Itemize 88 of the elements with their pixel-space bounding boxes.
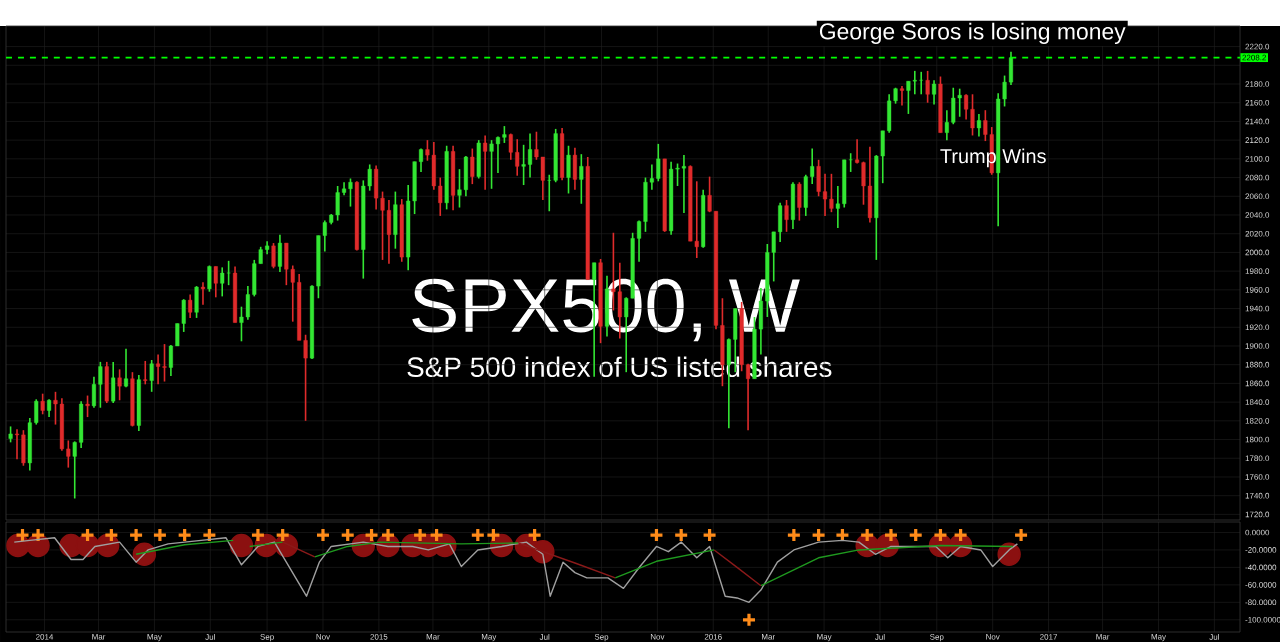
candlestick bbox=[21, 429, 26, 467]
point bbox=[953, 527, 969, 543]
point bbox=[648, 527, 665, 543]
candlestick bbox=[899, 85, 905, 107]
point bbox=[527, 527, 543, 543]
candlestick bbox=[149, 359, 154, 393]
candlestick bbox=[932, 79, 937, 106]
point bbox=[470, 527, 486, 543]
point bbox=[315, 527, 331, 543]
candlestick bbox=[194, 285, 199, 319]
candlestick bbox=[220, 266, 225, 298]
point bbox=[932, 527, 949, 543]
point bbox=[701, 527, 718, 543]
point bbox=[428, 527, 445, 543]
candlestick bbox=[143, 360, 148, 386]
candlestick bbox=[681, 154, 686, 214]
candlestick bbox=[919, 71, 924, 96]
candlestick bbox=[162, 343, 167, 383]
candlestick bbox=[59, 397, 64, 452]
candlestick bbox=[130, 371, 135, 428]
point bbox=[103, 527, 119, 543]
candlestick bbox=[117, 368, 122, 402]
candlestick bbox=[271, 242, 276, 270]
candlestick bbox=[386, 199, 391, 265]
candlestick bbox=[98, 361, 103, 409]
candlestick bbox=[207, 264, 212, 293]
point bbox=[786, 527, 802, 543]
candlestick bbox=[213, 265, 218, 299]
point bbox=[30, 527, 46, 543]
candlestick bbox=[912, 70, 917, 96]
candlestick bbox=[111, 361, 116, 404]
point bbox=[152, 527, 168, 543]
point bbox=[79, 527, 96, 543]
candlestick bbox=[925, 70, 930, 104]
point bbox=[380, 527, 396, 543]
candlestick bbox=[867, 145, 872, 224]
candlestick bbox=[335, 185, 340, 222]
point bbox=[340, 527, 356, 543]
point bbox=[1013, 527, 1029, 543]
point bbox=[741, 612, 757, 628]
candlestick bbox=[136, 374, 141, 432]
candlestick bbox=[560, 127, 565, 182]
point bbox=[128, 527, 144, 543]
candlestick bbox=[40, 392, 45, 416]
candlestick bbox=[797, 181, 802, 222]
point bbox=[201, 527, 217, 543]
candlestick bbox=[822, 173, 828, 217]
candlestick bbox=[579, 153, 584, 205]
candlestick bbox=[572, 146, 577, 191]
candlestick bbox=[226, 260, 231, 286]
point bbox=[412, 527, 428, 543]
candlestick bbox=[790, 181, 795, 230]
point bbox=[14, 527, 31, 543]
candlestick bbox=[528, 132, 533, 179]
candlestick bbox=[970, 93, 975, 137]
candlestick bbox=[104, 361, 109, 404]
candlestick bbox=[123, 347, 129, 388]
candlestick bbox=[489, 139, 494, 190]
point bbox=[229, 533, 254, 558]
candlestick bbox=[470, 147, 475, 185]
point bbox=[363, 527, 380, 543]
point bbox=[859, 527, 875, 543]
candlestick bbox=[85, 394, 90, 418]
annotation: George Soros is losing money bbox=[819, 22, 1126, 45]
point bbox=[275, 527, 291, 543]
candlestick bbox=[451, 144, 456, 212]
candlestick bbox=[957, 87, 962, 118]
point bbox=[250, 527, 266, 543]
point bbox=[908, 527, 924, 543]
candlestick bbox=[976, 113, 981, 138]
candlestick bbox=[277, 233, 282, 273]
candlestick bbox=[515, 138, 520, 177]
candlestick bbox=[656, 143, 661, 183]
candlestick bbox=[476, 139, 481, 180]
candlestick bbox=[188, 293, 193, 319]
point bbox=[883, 527, 899, 543]
candlestick bbox=[393, 190, 398, 250]
candlestick bbox=[784, 199, 789, 233]
point bbox=[177, 527, 193, 543]
point bbox=[673, 527, 689, 543]
candlestick bbox=[829, 173, 834, 213]
candlestick bbox=[483, 134, 488, 191]
candlestick bbox=[348, 177, 353, 208]
candlestick bbox=[200, 281, 206, 306]
candlestick bbox=[14, 428, 20, 460]
point bbox=[811, 527, 827, 543]
point bbox=[485, 527, 501, 543]
candlestick bbox=[566, 144, 571, 195]
